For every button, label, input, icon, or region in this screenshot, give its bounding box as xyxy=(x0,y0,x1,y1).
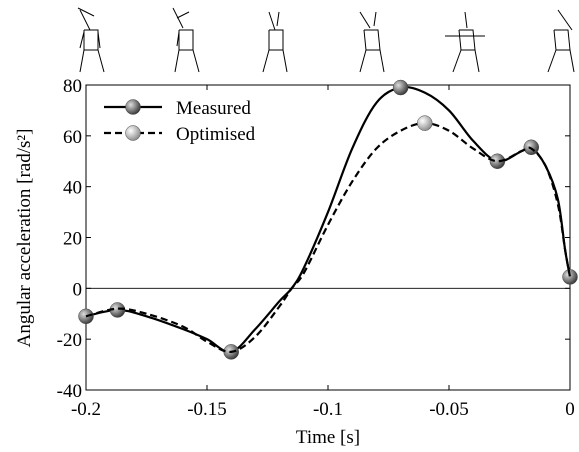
y-tick-label: 0 xyxy=(73,279,83,300)
x-tick-label: -0.15 xyxy=(187,399,227,420)
y-tick-label: 60 xyxy=(63,127,82,148)
y-axis-label: Angular acceleration [rad/s²] xyxy=(14,129,35,348)
legend-label: Measured xyxy=(176,98,251,119)
stick-figures xyxy=(77,7,575,73)
x-axis-label: Time [s] xyxy=(296,427,360,448)
y-tick-label: 20 xyxy=(63,229,82,250)
series-line xyxy=(85,85,572,354)
data-marker xyxy=(562,269,578,285)
x-tick-label: -0.2 xyxy=(71,399,101,420)
data-marker xyxy=(392,79,409,96)
series-line xyxy=(85,122,572,353)
legend-label: Optimised xyxy=(176,124,256,145)
y-tick-label: 80 xyxy=(63,76,82,97)
y-tick-label: -40 xyxy=(57,381,82,402)
y-tick-label: 40 xyxy=(63,178,82,199)
y-tick-label: -20 xyxy=(57,330,82,351)
legend-marker xyxy=(125,125,141,141)
data-marker xyxy=(417,115,433,131)
x-tick-label: -0.1 xyxy=(313,399,343,420)
x-tick-label: -0.05 xyxy=(429,399,469,420)
plot-frame xyxy=(85,84,571,391)
legend-marker xyxy=(125,99,141,115)
x-tick-label: 0 xyxy=(565,399,575,420)
data-marker xyxy=(489,153,506,169)
